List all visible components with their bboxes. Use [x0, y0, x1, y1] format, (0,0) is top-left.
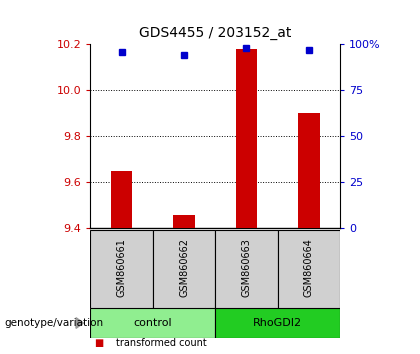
Text: RhoGDI2: RhoGDI2	[253, 318, 302, 328]
Bar	[215, 308, 340, 338]
Text: GSM860664: GSM860664	[304, 238, 314, 297]
Text: GSM860663: GSM860663	[241, 238, 252, 297]
Bar	[278, 230, 340, 308]
Text: ■: ■	[94, 338, 104, 348]
Bar	[110, 171, 132, 228]
Polygon shape	[76, 318, 84, 329]
Bar	[173, 215, 195, 228]
Text: control: control	[134, 318, 172, 328]
Text: transformed count: transformed count	[116, 338, 206, 348]
Text: GSM860662: GSM860662	[179, 238, 189, 297]
Bar	[215, 230, 278, 308]
Bar	[298, 113, 320, 228]
Bar	[153, 230, 215, 308]
Text: GSM860661: GSM860661	[116, 238, 126, 297]
Title: GDS4455 / 203152_at: GDS4455 / 203152_at	[139, 27, 291, 40]
Text: genotype/variation: genotype/variation	[4, 318, 103, 328]
Bar	[90, 308, 215, 338]
Bar	[90, 230, 153, 308]
Bar	[236, 49, 257, 228]
